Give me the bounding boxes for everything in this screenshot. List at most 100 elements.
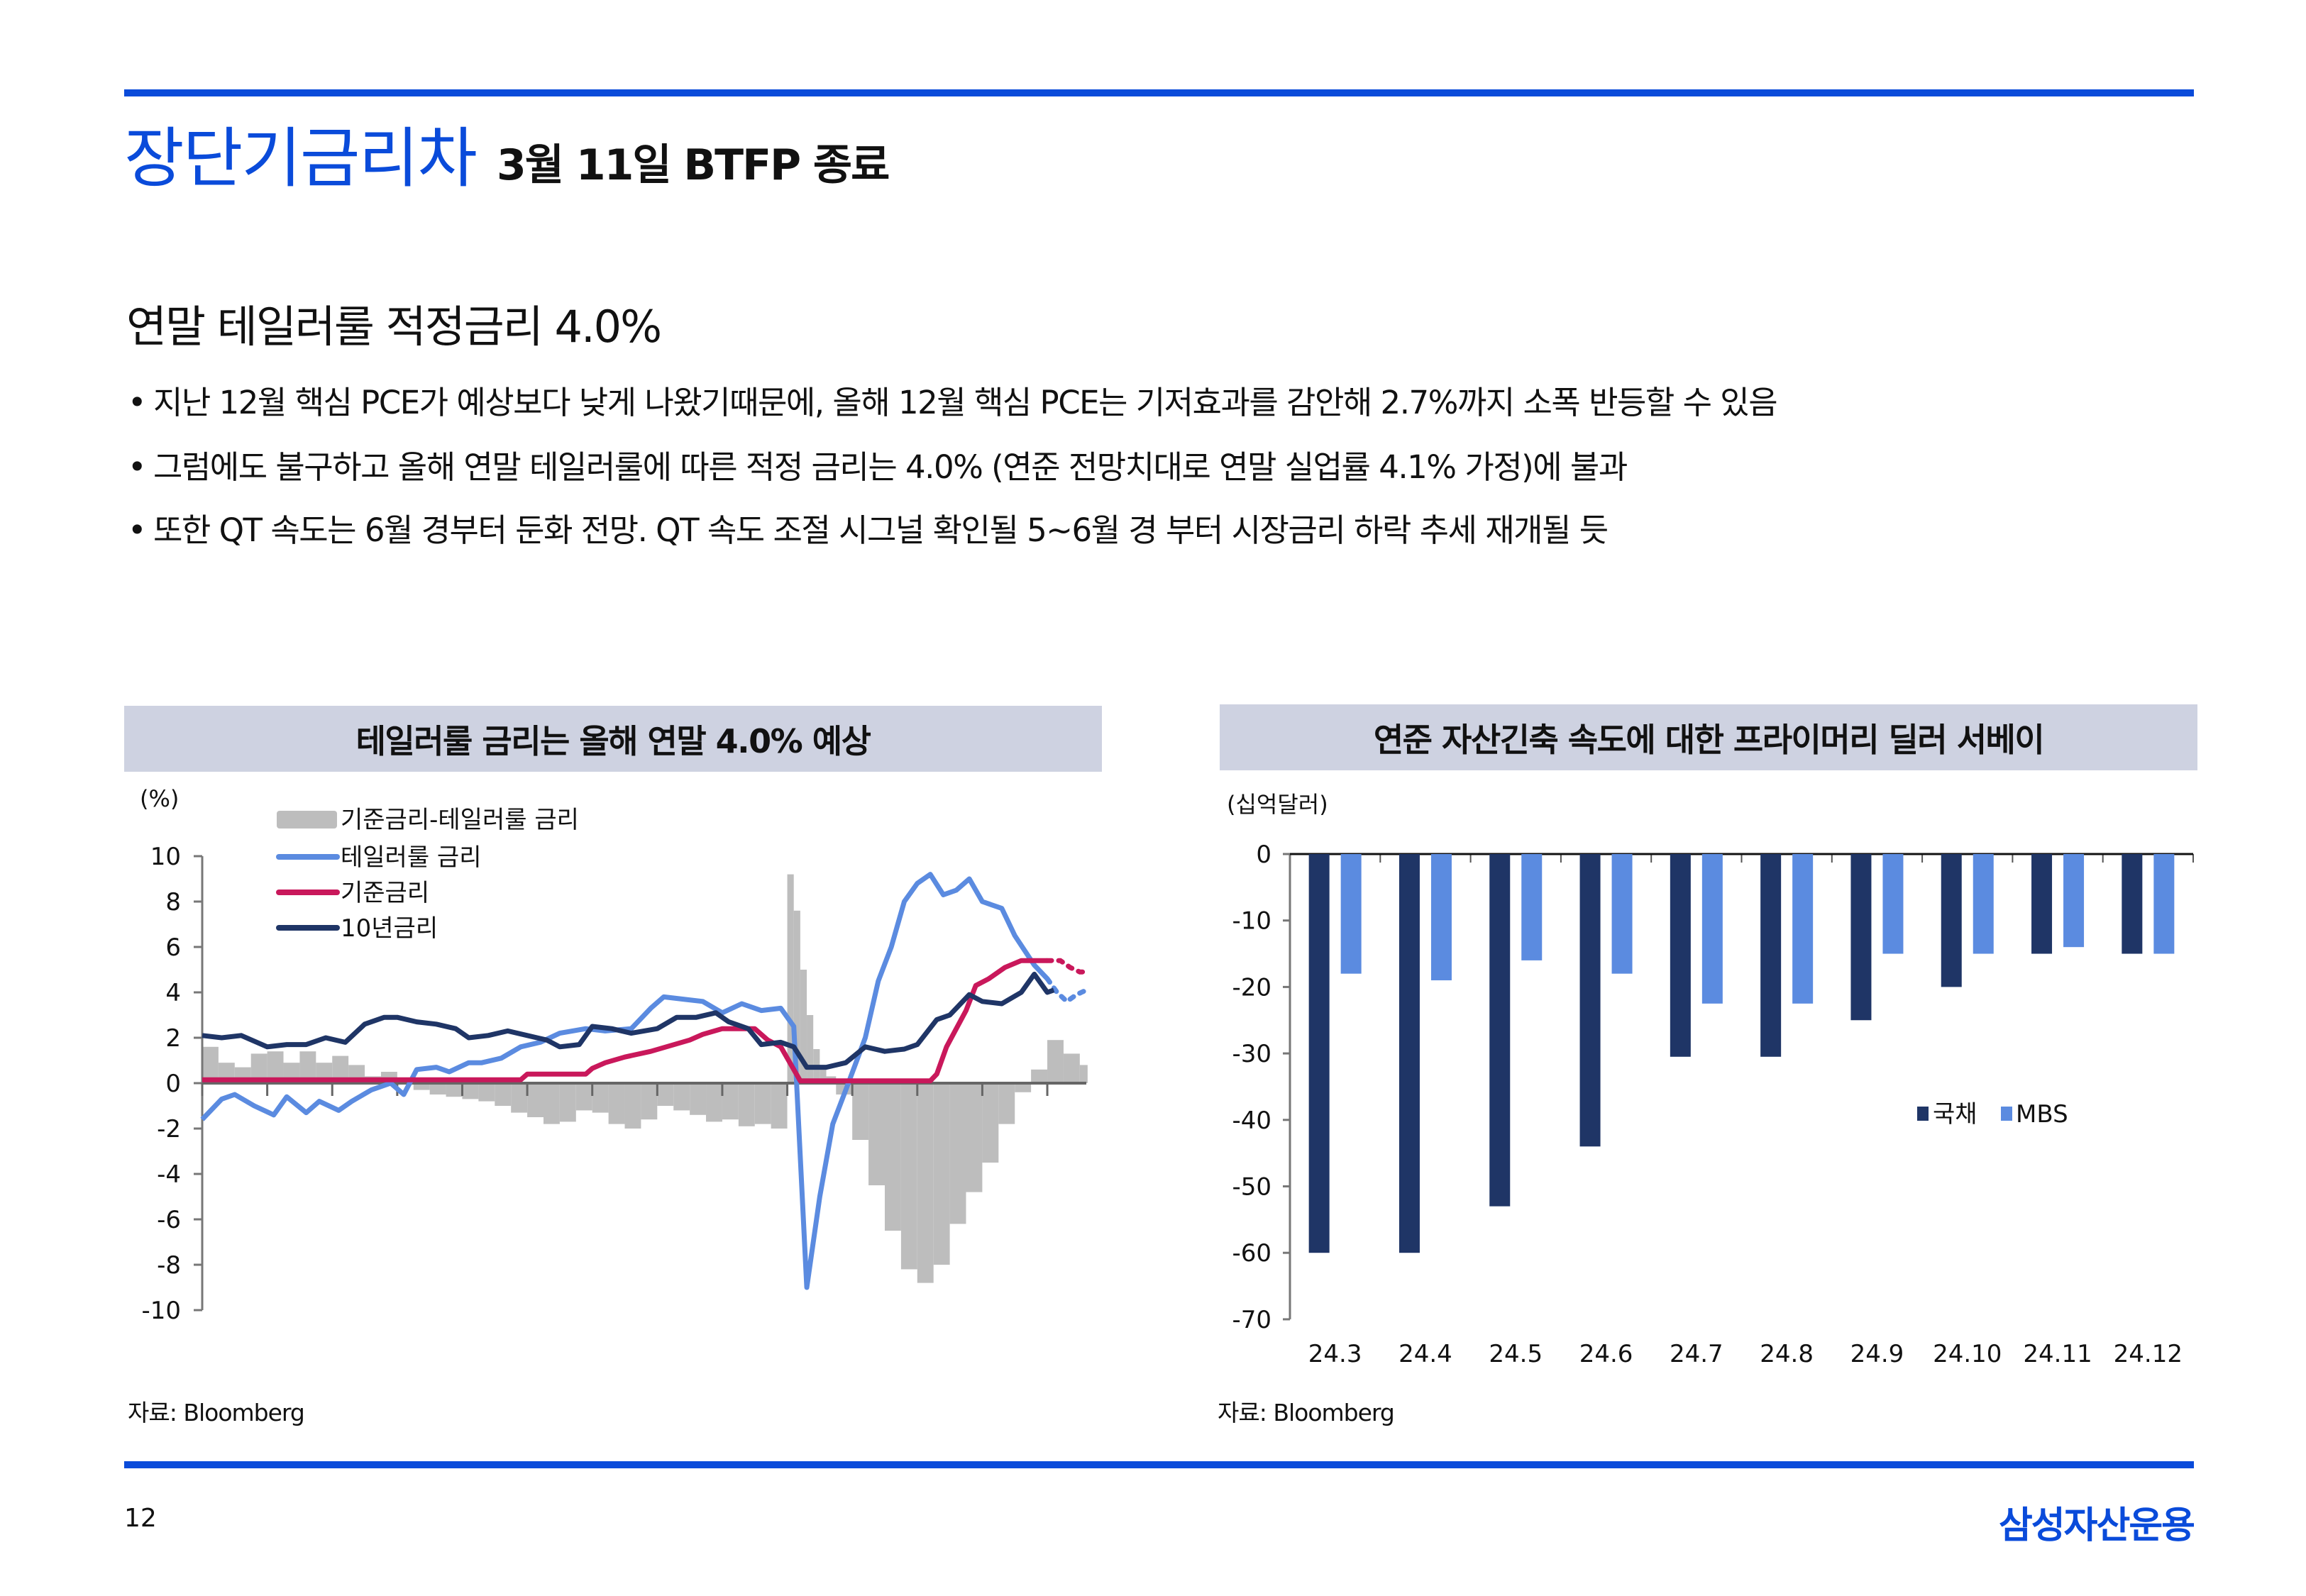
- page-title: 장단기금리차: [124, 121, 478, 196]
- spread-bar: [575, 1083, 592, 1111]
- x-tick-label: 24.9: [1850, 1340, 1904, 1368]
- spread-bar: [527, 1083, 544, 1117]
- bullet-text: 그럼에도 불구하고 올해 연말 테일러룰에 따른 적정 금리는 4.0% (연준…: [153, 448, 1628, 486]
- y-tick-label: 4: [165, 979, 181, 1007]
- mbs-bar: [1882, 854, 1904, 954]
- line-series: [200, 872, 1089, 1290]
- treasury-bar: [1760, 854, 1782, 1057]
- legend-swatch-treasury: [1917, 1107, 1929, 1121]
- treasury-bar: [1399, 854, 1420, 1253]
- spread-bar: [299, 1051, 316, 1083]
- page-number: 12: [124, 1504, 157, 1533]
- y-tick-label: 2: [165, 1024, 181, 1053]
- spread-bar: [800, 970, 807, 1083]
- spread-bar: [1015, 1083, 1032, 1092]
- spread-bar: [462, 1083, 479, 1099]
- spread-bar: [793, 910, 800, 1083]
- x-tick-label: 24.12: [2114, 1340, 2183, 1368]
- top-divider: [124, 89, 2194, 96]
- y-tick-label: 0: [1256, 841, 1271, 869]
- y-tick-label: 10: [150, 843, 181, 871]
- treasury-bar: [1941, 854, 1962, 987]
- spread-bar: [478, 1083, 495, 1102]
- taylor-rule-projection: [1044, 976, 1089, 1005]
- legend: 국채 MBS: [1917, 1100, 2068, 1129]
- spread-bar: [852, 1083, 869, 1140]
- y-axis-unit-label: (%): [140, 785, 179, 812]
- y-tick-label: -40: [1232, 1107, 1271, 1135]
- fed-rate-line: [202, 958, 1048, 1084]
- spread-bar: [933, 1083, 950, 1265]
- mbs-bar: [1611, 854, 1633, 974]
- x-tick-label: 24.11: [2023, 1340, 2092, 1368]
- x-tick-label: 24.8: [1760, 1340, 1814, 1368]
- spread-bar: [592, 1083, 609, 1113]
- x-tick-label: 24.10: [1933, 1340, 2002, 1368]
- y-tick-label: 6: [165, 933, 181, 962]
- axes: [194, 855, 1086, 1312]
- y-tick-label: -60: [1232, 1239, 1271, 1268]
- spread-bar: [754, 1083, 771, 1124]
- y-tick-label: 8: [165, 888, 181, 916]
- bullet-text: 지난 12월 핵심 PCE가 예상보다 낮게 나왔기때문에, 올해 12월 핵심…: [153, 384, 1778, 421]
- legend-label-fed: 기준금리: [341, 879, 429, 907]
- y-tick-label: -70: [1232, 1306, 1271, 1334]
- right-chart-source: 자료: Bloomberg: [1218, 1399, 1395, 1426]
- x-tick-label: 24.4: [1399, 1340, 1452, 1368]
- treasury-bar: [1850, 854, 1872, 1021]
- bottom-divider: [124, 1461, 2194, 1468]
- ten-year-line: [202, 971, 1055, 1070]
- spread-bar: [543, 1083, 560, 1124]
- spread-bar: [998, 1083, 1015, 1124]
- spread-bar: [657, 1083, 674, 1106]
- fed-rate-projection: [1044, 958, 1089, 975]
- treasury-bar: [2122, 854, 2143, 954]
- x-tick-labels: 24.3 24.4 24.5 24.6 24.7 24.8 24.9 24.10 24.11 24…: [1308, 1340, 2183, 1368]
- spread-bar: [690, 1083, 707, 1115]
- legend-label-spread: 기준금리-테일러룰 금리: [341, 806, 579, 834]
- spread-bar: [202, 1046, 219, 1083]
- mbs-bar: [2153, 854, 2175, 954]
- bullet-text: 또한 QT 속도는 6월 경부터 둔화 전망. QT 속도 조절 시그널 확인될…: [153, 511, 1609, 549]
- spread-bar: [771, 1083, 788, 1129]
- mbs-bar: [1521, 854, 1543, 960]
- treasury-bar: [1579, 854, 1601, 1147]
- legend-label-treasury: 국채: [1933, 1100, 1977, 1129]
- legend-label-10y: 10년금리: [341, 914, 438, 943]
- spread-bar: [868, 1083, 885, 1185]
- spread-bar: [820, 1069, 827, 1083]
- spread-bar: [332, 1055, 349, 1083]
- y-tick-label: -20: [1232, 973, 1271, 1002]
- spread-bar: [917, 1083, 934, 1283]
- y-tick-label: -50: [1232, 1173, 1271, 1202]
- company-logo: 삼성자산운용: [1998, 1504, 2195, 1547]
- spread-bar: [982, 1083, 999, 1163]
- left-chart-source: 자료: Bloomberg: [128, 1399, 305, 1426]
- spread-bar: [1031, 1069, 1048, 1083]
- page-subtitle: 3월 11일 BTFP 종료: [497, 140, 890, 190]
- treasury-bar: [2031, 854, 2053, 954]
- mbs-bar: [1701, 854, 1723, 1004]
- y-tick-label: -30: [1232, 1040, 1271, 1068]
- mbs-bar: [1340, 854, 1362, 974]
- treasury-bar: [1489, 854, 1511, 1207]
- y-tick-label: -10: [141, 1297, 181, 1325]
- spread-bar: [738, 1083, 755, 1126]
- legend-swatch-spread: [277, 811, 337, 829]
- y-axis-unit-label: (십억달러): [1227, 791, 1328, 818]
- taylor-rule-line: [200, 872, 1049, 1290]
- bullet-item: • 또한 QT 속도는 6월 경부터 둔화 전망. QT 속도 조절 시그널 확인…: [128, 511, 1609, 549]
- mbs-bar: [1430, 854, 1452, 981]
- spread-bar: [250, 1053, 267, 1083]
- spread-bar: [641, 1083, 658, 1120]
- y-tick-label: -6: [157, 1206, 181, 1234]
- legend: 기준금리-테일러룰 금리 테일러룰 금리 기준금리 10년금리: [276, 806, 579, 943]
- y-tick-labels: 0 -10 -20 -30 -40 -50 -60 -70: [1232, 841, 1271, 1334]
- treasury-bar: [1670, 854, 1691, 1057]
- spread-bar: [673, 1083, 690, 1111]
- right-chart-title: 연준 자산긴축 속도에 대한 프라이머리 딜러 서베이: [1220, 704, 2197, 770]
- y-tick-label: -8: [157, 1251, 181, 1280]
- spread-bar: [267, 1051, 284, 1083]
- x-tick-label: 24.3: [1308, 1340, 1362, 1368]
- left-chart-title: 테일러룰 금리는 올해 연말 4.0% 예상: [124, 706, 1102, 772]
